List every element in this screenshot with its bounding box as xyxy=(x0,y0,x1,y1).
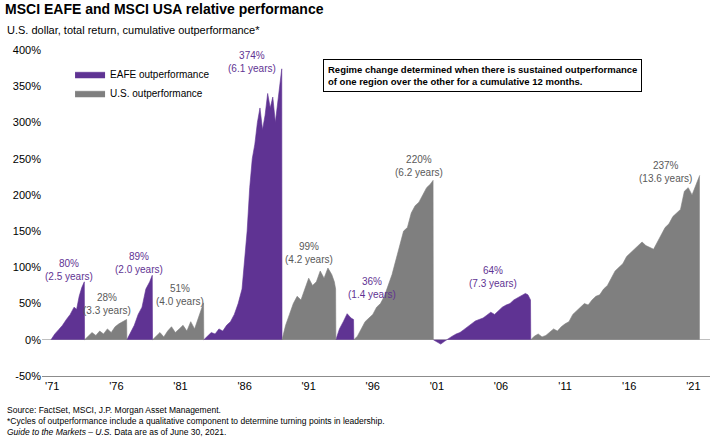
svg-text:'76: '76 xyxy=(109,380,123,392)
svg-text:220%(6.2 years): 220%(6.2 years) xyxy=(395,154,443,178)
svg-text:'11: '11 xyxy=(558,380,572,392)
svg-text:Regime change determined when: Regime change determined when there is s… xyxy=(328,64,637,87)
svg-text:36%(1.4 years): 36%(1.4 years) xyxy=(348,276,396,300)
svg-text:*Cycles of outperformance incl: *Cycles of outperformance include a qual… xyxy=(7,416,385,426)
svg-text:200%: 200% xyxy=(13,189,41,201)
svg-text:-50%: -50% xyxy=(15,370,41,382)
svg-text:EAFE outperformance: EAFE outperformance xyxy=(110,69,209,80)
svg-text:'81: '81 xyxy=(173,380,187,392)
svg-text:237%(13.6 years): 237%(13.6 years) xyxy=(639,160,692,184)
svg-text:'71: '71 xyxy=(45,380,59,392)
svg-text:'96: '96 xyxy=(366,380,380,392)
svg-text:50%: 50% xyxy=(19,297,41,309)
svg-text:'86: '86 xyxy=(237,380,251,392)
svg-text:U.S. outperformance: U.S. outperformance xyxy=(110,88,203,99)
svg-text:374%(6.1 years): 374%(6.1 years) xyxy=(228,50,276,74)
svg-text:80%(2.5 years): 80%(2.5 years) xyxy=(45,258,93,282)
svg-text:400%: 400% xyxy=(13,44,41,56)
svg-text:0%: 0% xyxy=(25,334,41,346)
svg-text:250%: 250% xyxy=(13,153,41,165)
svg-text:Guide to the Markets – U.S. Da: Guide to the Markets – U.S. Data are as … xyxy=(7,427,226,437)
svg-text:350%: 350% xyxy=(13,80,41,92)
svg-text:'21: '21 xyxy=(686,380,700,392)
svg-text:28%(3.3 years): 28%(3.3 years) xyxy=(83,292,131,316)
svg-text:150%: 150% xyxy=(13,225,41,237)
svg-text:U.S. dollar, total return, cum: U.S. dollar, total return, cumulative ou… xyxy=(7,24,260,36)
svg-text:51%(4.0 years): 51%(4.0 years) xyxy=(156,283,204,307)
svg-text:300%: 300% xyxy=(13,116,41,128)
svg-text:Source: FactSet, MSCI, J.P. Mo: Source: FactSet, MSCI, J.P. Morgan Asset… xyxy=(7,405,221,415)
svg-text:'91: '91 xyxy=(302,380,316,392)
svg-text:MSCI EAFE and MSCI USA relativ: MSCI EAFE and MSCI USA relative performa… xyxy=(5,1,324,17)
svg-text:100%: 100% xyxy=(13,261,41,273)
svg-text:89%(2.0 years): 89%(2.0 years) xyxy=(115,251,163,275)
svg-text:'06: '06 xyxy=(494,380,508,392)
svg-text:'16: '16 xyxy=(622,380,636,392)
svg-text:'01: '01 xyxy=(430,380,444,392)
svg-text:99%(4.2 years): 99%(4.2 years) xyxy=(285,241,333,265)
svg-text:64%(7.3 years): 64%(7.3 years) xyxy=(469,265,517,289)
